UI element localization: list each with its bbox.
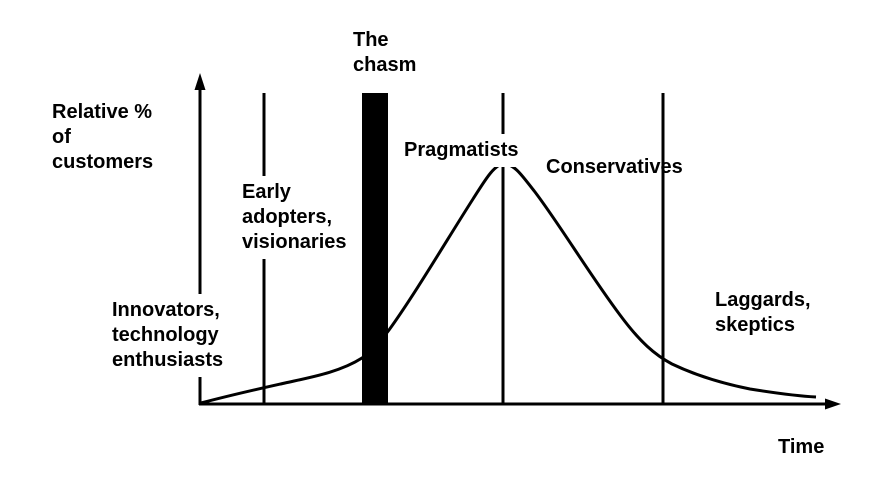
innovators-label-line: enthusiasts	[112, 349, 224, 371]
y-axis-label-line: Relative %	[52, 101, 153, 123]
conservatives-label-line: Conservatives	[546, 156, 683, 178]
chasm-label-line: chasm	[353, 54, 417, 76]
pragmatists-label: Pragmatists	[398, 134, 525, 167]
innovators-label: Innovators, technology enthusiasts	[106, 294, 230, 377]
y-axis-label: Relative % of customers	[52, 100, 153, 175]
x-axis-label-line: Time	[778, 436, 825, 458]
chasm-label-line: The	[353, 29, 389, 51]
innovators-label-line: Innovators,	[112, 299, 220, 321]
conservatives-label: Conservatives	[546, 155, 683, 180]
chasm-bar	[362, 93, 388, 405]
chasm-label: The chasm	[353, 28, 416, 78]
x-axis-label: Time	[778, 435, 824, 460]
early-adopters-label-line: adopters,	[242, 206, 333, 228]
laggards-label-line: Laggards,	[715, 289, 811, 311]
early-adopters-label-line: Early	[242, 181, 291, 203]
x-axis-arrowhead-icon	[825, 398, 841, 410]
laggards-label-line: skeptics	[715, 314, 796, 336]
y-axis-arrowhead-icon	[194, 73, 206, 90]
innovators-label-line: technology	[112, 324, 219, 346]
y-axis-label-line: customers	[52, 151, 154, 173]
laggards-label: Laggards, skeptics	[715, 288, 811, 338]
y-axis-label-line: of	[52, 126, 71, 148]
early-adopters-label-line: visionaries	[242, 231, 347, 253]
early-adopters-label: Early adopters, visionaries	[236, 176, 353, 259]
pragmatists-label-line: Pragmatists	[404, 139, 519, 161]
